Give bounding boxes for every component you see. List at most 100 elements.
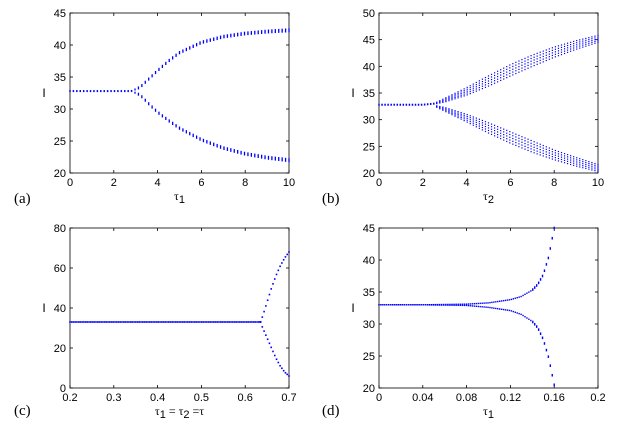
data-point: [86, 321, 89, 323]
data-point: [148, 102, 150, 106]
data-point: [527, 138, 529, 140]
x-tick-label: 0.04: [412, 392, 433, 404]
data-point: [192, 133, 194, 138]
data-point: [475, 117, 477, 119]
data-point: [444, 304, 446, 306]
y-tick-label: 40: [54, 303, 66, 315]
data-point: [466, 113, 468, 116]
data-point: [267, 29, 270, 34]
data-point: [539, 51, 541, 53]
data-point: [481, 124, 484, 126]
data-point: [528, 318, 530, 320]
data-point: [161, 114, 164, 118]
data-point: [279, 265, 281, 268]
data-point: [237, 32, 239, 37]
data-point: [250, 152, 253, 157]
data-point: [230, 148, 232, 152]
data-point: [551, 47, 553, 49]
data-point: [462, 303, 464, 305]
y-tick-label: 35: [54, 72, 66, 84]
data-point: [566, 49, 569, 51]
data-point: [463, 90, 465, 92]
data-point: [469, 303, 472, 305]
data-point: [579, 166, 581, 168]
data-point: [566, 44, 569, 47]
data-point: [189, 46, 191, 50]
data-point: [542, 147, 544, 149]
data-point: [582, 42, 584, 44]
data-point: [566, 156, 569, 158]
data-point: [86, 90, 88, 93]
data-point: [161, 321, 163, 323]
data-point: [527, 62, 529, 64]
data-point: [250, 31, 253, 35]
data-point: [493, 307, 495, 309]
data-point: [403, 304, 406, 306]
data-point: [551, 156, 553, 158]
data-point: [448, 100, 450, 102]
data-point: [145, 321, 148, 323]
data-point: [277, 269, 280, 272]
data-point: [579, 41, 581, 43]
data-point: [490, 78, 493, 81]
data-point: [570, 50, 572, 52]
data-point: [498, 300, 501, 302]
data-point: [237, 321, 239, 323]
data-points: [69, 251, 290, 377]
data-point: [506, 66, 508, 68]
data-point: [594, 37, 596, 39]
data-point: [500, 308, 503, 310]
data-point: [226, 147, 229, 151]
data-point: [465, 303, 468, 305]
data-point: [509, 70, 511, 72]
data-point: [381, 103, 383, 106]
data-point: [407, 304, 409, 306]
data-point: [88, 321, 90, 323]
data-point: [240, 321, 243, 323]
data-point: [270, 288, 273, 290]
data-point: [171, 321, 173, 323]
data-point: [454, 110, 456, 112]
data-point: [509, 72, 511, 75]
data-point: [545, 151, 547, 153]
data-point: [472, 120, 474, 122]
data-point: [213, 37, 215, 41]
data-point: [237, 149, 239, 154]
data-point: [472, 85, 474, 87]
data-point: [124, 90, 126, 93]
data-point: [524, 137, 526, 139]
data-point: [547, 256, 550, 260]
data-point: [548, 50, 550, 53]
data-point: [516, 312, 518, 314]
data-point: [434, 304, 437, 306]
data-point: [405, 103, 408, 106]
data-point: [582, 40, 584, 42]
data-point: [484, 121, 487, 123]
chart-panel-b: 0 2 4 6 8 10 20 25 30 35 40 45 50 Iτ2 (b): [322, 8, 604, 207]
data-point: [134, 91, 136, 94]
data-point: [178, 51, 181, 55]
data-point: [487, 122, 490, 124]
data-point: [463, 120, 465, 122]
data-point: [497, 300, 499, 303]
data-point: [133, 321, 135, 323]
data-point: [109, 321, 111, 323]
x-tick-label: 0.16: [543, 392, 564, 404]
data-point: [230, 321, 232, 323]
data-point: [140, 321, 142, 323]
data-point: [457, 92, 459, 94]
data-point: [560, 54, 563, 56]
data-point: [151, 105, 153, 109]
data-point: [214, 321, 217, 323]
data-point: [200, 321, 203, 323]
data-point: [433, 102, 435, 105]
data-point: [545, 52, 547, 54]
data-point: [509, 67, 511, 69]
data-point: [457, 115, 459, 117]
data-point: [597, 165, 599, 167]
data-point: [506, 132, 508, 134]
data-point: [563, 50, 566, 52]
data-point: [518, 146, 520, 148]
data-point: [524, 316, 526, 318]
